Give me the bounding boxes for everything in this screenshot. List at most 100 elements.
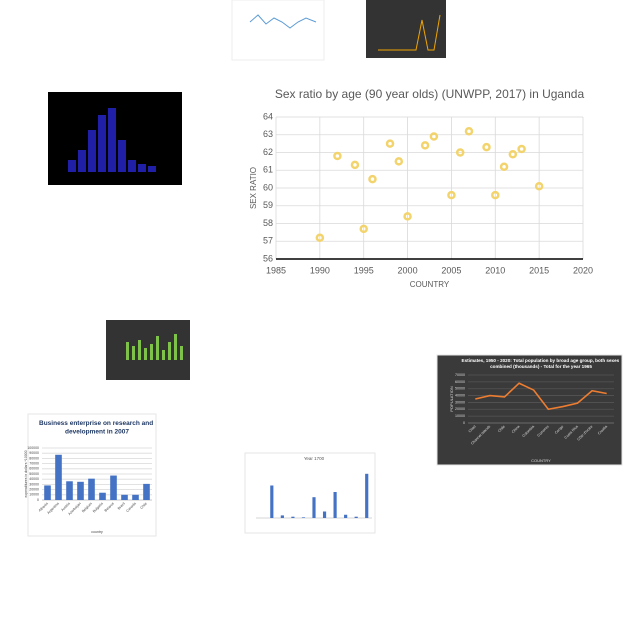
point xyxy=(403,212,412,221)
y-tick-label: 0 xyxy=(37,498,39,502)
point xyxy=(482,142,491,152)
point xyxy=(447,190,456,200)
bar xyxy=(344,514,348,518)
bar xyxy=(110,475,117,500)
x-tick-label: Brazil xyxy=(117,501,126,510)
bar xyxy=(132,494,139,500)
x-tick-label: 1995 xyxy=(354,265,374,275)
y-tick-label: 63 xyxy=(263,129,273,139)
thumbnails xyxy=(48,0,446,380)
bar xyxy=(99,492,106,500)
bar xyxy=(333,492,337,518)
thumbnail xyxy=(366,0,446,58)
y-tick-label: 10000 xyxy=(455,414,465,418)
chart-title: Year 1700 xyxy=(304,456,325,461)
x-tick-label: 2020 xyxy=(573,265,593,275)
y-tick-label: 58 xyxy=(263,218,273,228)
bar xyxy=(88,478,95,500)
point xyxy=(455,148,465,157)
x-tick-label: 2005 xyxy=(441,265,461,275)
y-tick-label: 56 xyxy=(263,253,273,263)
thumbnail-line xyxy=(249,14,317,29)
y-tick-label: 59 xyxy=(263,200,273,210)
y-tick-label: 10000 xyxy=(29,493,39,497)
y-tick-label: 60 xyxy=(263,182,273,192)
y-tick-label: 57 xyxy=(263,236,273,246)
point xyxy=(499,162,509,171)
x-tick-label: 2000 xyxy=(398,265,418,275)
point xyxy=(517,144,526,154)
point xyxy=(315,233,325,242)
x-axis-label: COUNTRY xyxy=(531,458,551,463)
point xyxy=(333,151,342,161)
y-tick-label: 62 xyxy=(263,147,273,157)
y-tick-label: 30000 xyxy=(29,482,39,486)
point xyxy=(420,141,430,150)
bar xyxy=(121,494,128,500)
x-tick-label: Croatia xyxy=(597,425,608,436)
y-tick-label: 100000 xyxy=(27,446,39,450)
bar xyxy=(312,497,316,518)
bar xyxy=(354,516,358,518)
x-tick-label: Bulgaria xyxy=(92,501,104,513)
bar xyxy=(66,481,73,500)
bar xyxy=(55,454,62,500)
point xyxy=(491,190,500,200)
x-tick-label: Austria xyxy=(60,502,71,513)
bar xyxy=(301,517,306,518)
y-tick-label: 20000 xyxy=(455,407,465,411)
y-tick-label: 50000 xyxy=(29,472,39,476)
bar xyxy=(365,473,369,518)
thumbnail xyxy=(106,320,190,380)
y-tick-label: 60000 xyxy=(29,467,39,471)
bar xyxy=(270,485,274,518)
y-tick-label: 90000 xyxy=(29,451,39,455)
y-tick-label: 40000 xyxy=(29,477,39,481)
x-tick-label: 1985 xyxy=(266,265,286,275)
y-axis-label: POPULATION xyxy=(449,386,454,412)
chart-title: Estimates, 1950 - 2020: Total population… xyxy=(462,358,621,369)
x-tick-label: Chile xyxy=(139,501,148,510)
y-tick-label: 60000 xyxy=(455,380,465,384)
x-tick-label: 2015 xyxy=(529,265,549,275)
y-tick-label: 70000 xyxy=(29,462,39,466)
point xyxy=(534,181,544,191)
point xyxy=(359,224,368,234)
bar xyxy=(143,483,150,500)
thumbnail-bars xyxy=(126,334,183,360)
y-axis-label: SEX RATIO xyxy=(249,167,258,209)
x-tick-label: Canada xyxy=(125,501,137,513)
y-tick-label: 30000 xyxy=(455,400,465,404)
x-tick-label: Belgium xyxy=(81,501,93,513)
point xyxy=(385,139,395,148)
point xyxy=(429,132,439,141)
chart-title: Business enterprise on research and deve… xyxy=(39,420,155,435)
x-tick-label: Congo xyxy=(554,425,564,435)
y-tick-label: 50000 xyxy=(455,387,465,391)
point xyxy=(350,160,360,170)
x-tick-label: 2010 xyxy=(485,265,505,275)
thumbnail xyxy=(231,0,325,61)
x-axis-label: country xyxy=(91,530,103,534)
bar xyxy=(322,511,327,518)
y-tick-label: 20000 xyxy=(29,488,39,492)
bar xyxy=(77,481,84,500)
chart-background xyxy=(436,354,623,466)
y-tick-label: 40000 xyxy=(455,394,465,398)
x-tick-label: 1990 xyxy=(310,265,330,275)
point xyxy=(394,157,404,166)
point xyxy=(368,174,377,184)
x-tick-label: Albania xyxy=(38,502,49,513)
x-tick-label: Belarus xyxy=(104,501,115,512)
y-tick-label: 80000 xyxy=(29,456,39,460)
y-tick-label: 0 xyxy=(463,421,465,425)
x-tick-label: China xyxy=(511,425,520,434)
x-tick-label: Chad xyxy=(468,425,477,434)
x-axis-label: COUNTRY xyxy=(410,280,450,289)
bar xyxy=(44,485,51,500)
thumbnail-line xyxy=(378,14,441,51)
chart-background xyxy=(244,452,376,534)
y-tick-label: 61 xyxy=(263,165,273,175)
bar xyxy=(280,515,284,518)
